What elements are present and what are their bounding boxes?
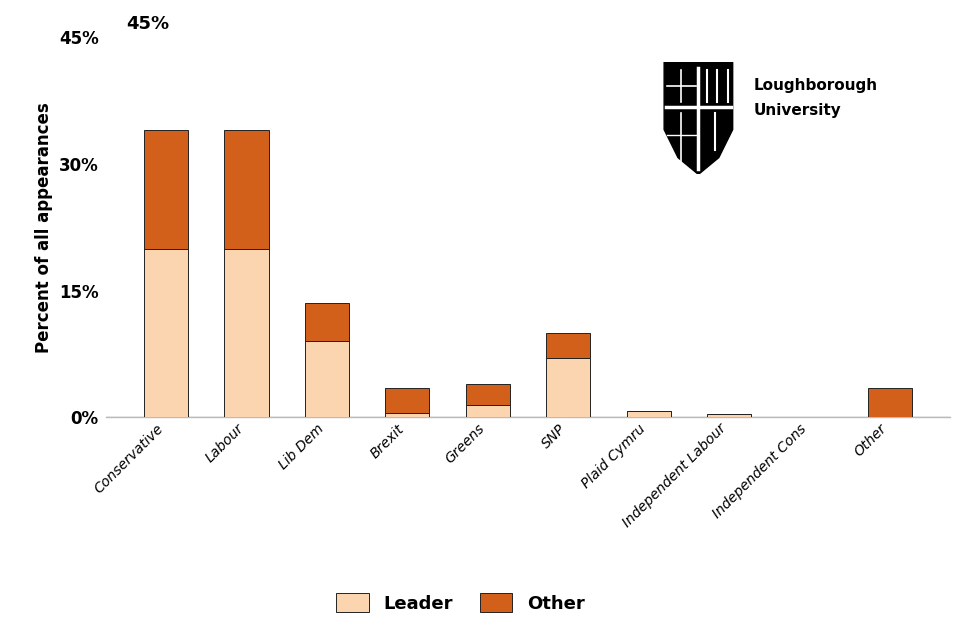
Bar <box>225 130 269 249</box>
Bar <box>305 341 349 417</box>
Bar <box>707 414 751 417</box>
Bar <box>546 333 590 358</box>
Bar <box>466 384 510 405</box>
Text: Loughborough: Loughborough <box>754 78 877 93</box>
Bar <box>627 411 671 417</box>
Polygon shape <box>664 62 732 174</box>
Bar <box>868 388 912 417</box>
Bar <box>305 303 349 341</box>
Text: 45%: 45% <box>126 15 169 33</box>
Bar <box>144 249 188 417</box>
Legend: Leader, Other: Leader, Other <box>329 586 591 620</box>
Bar <box>546 358 590 417</box>
Bar <box>225 249 269 417</box>
Bar <box>385 413 429 417</box>
Bar <box>466 405 510 417</box>
Bar <box>144 130 188 249</box>
Text: University: University <box>754 103 841 118</box>
Bar <box>385 388 429 413</box>
Y-axis label: Percent of all appearances: Percent of all appearances <box>36 102 54 353</box>
